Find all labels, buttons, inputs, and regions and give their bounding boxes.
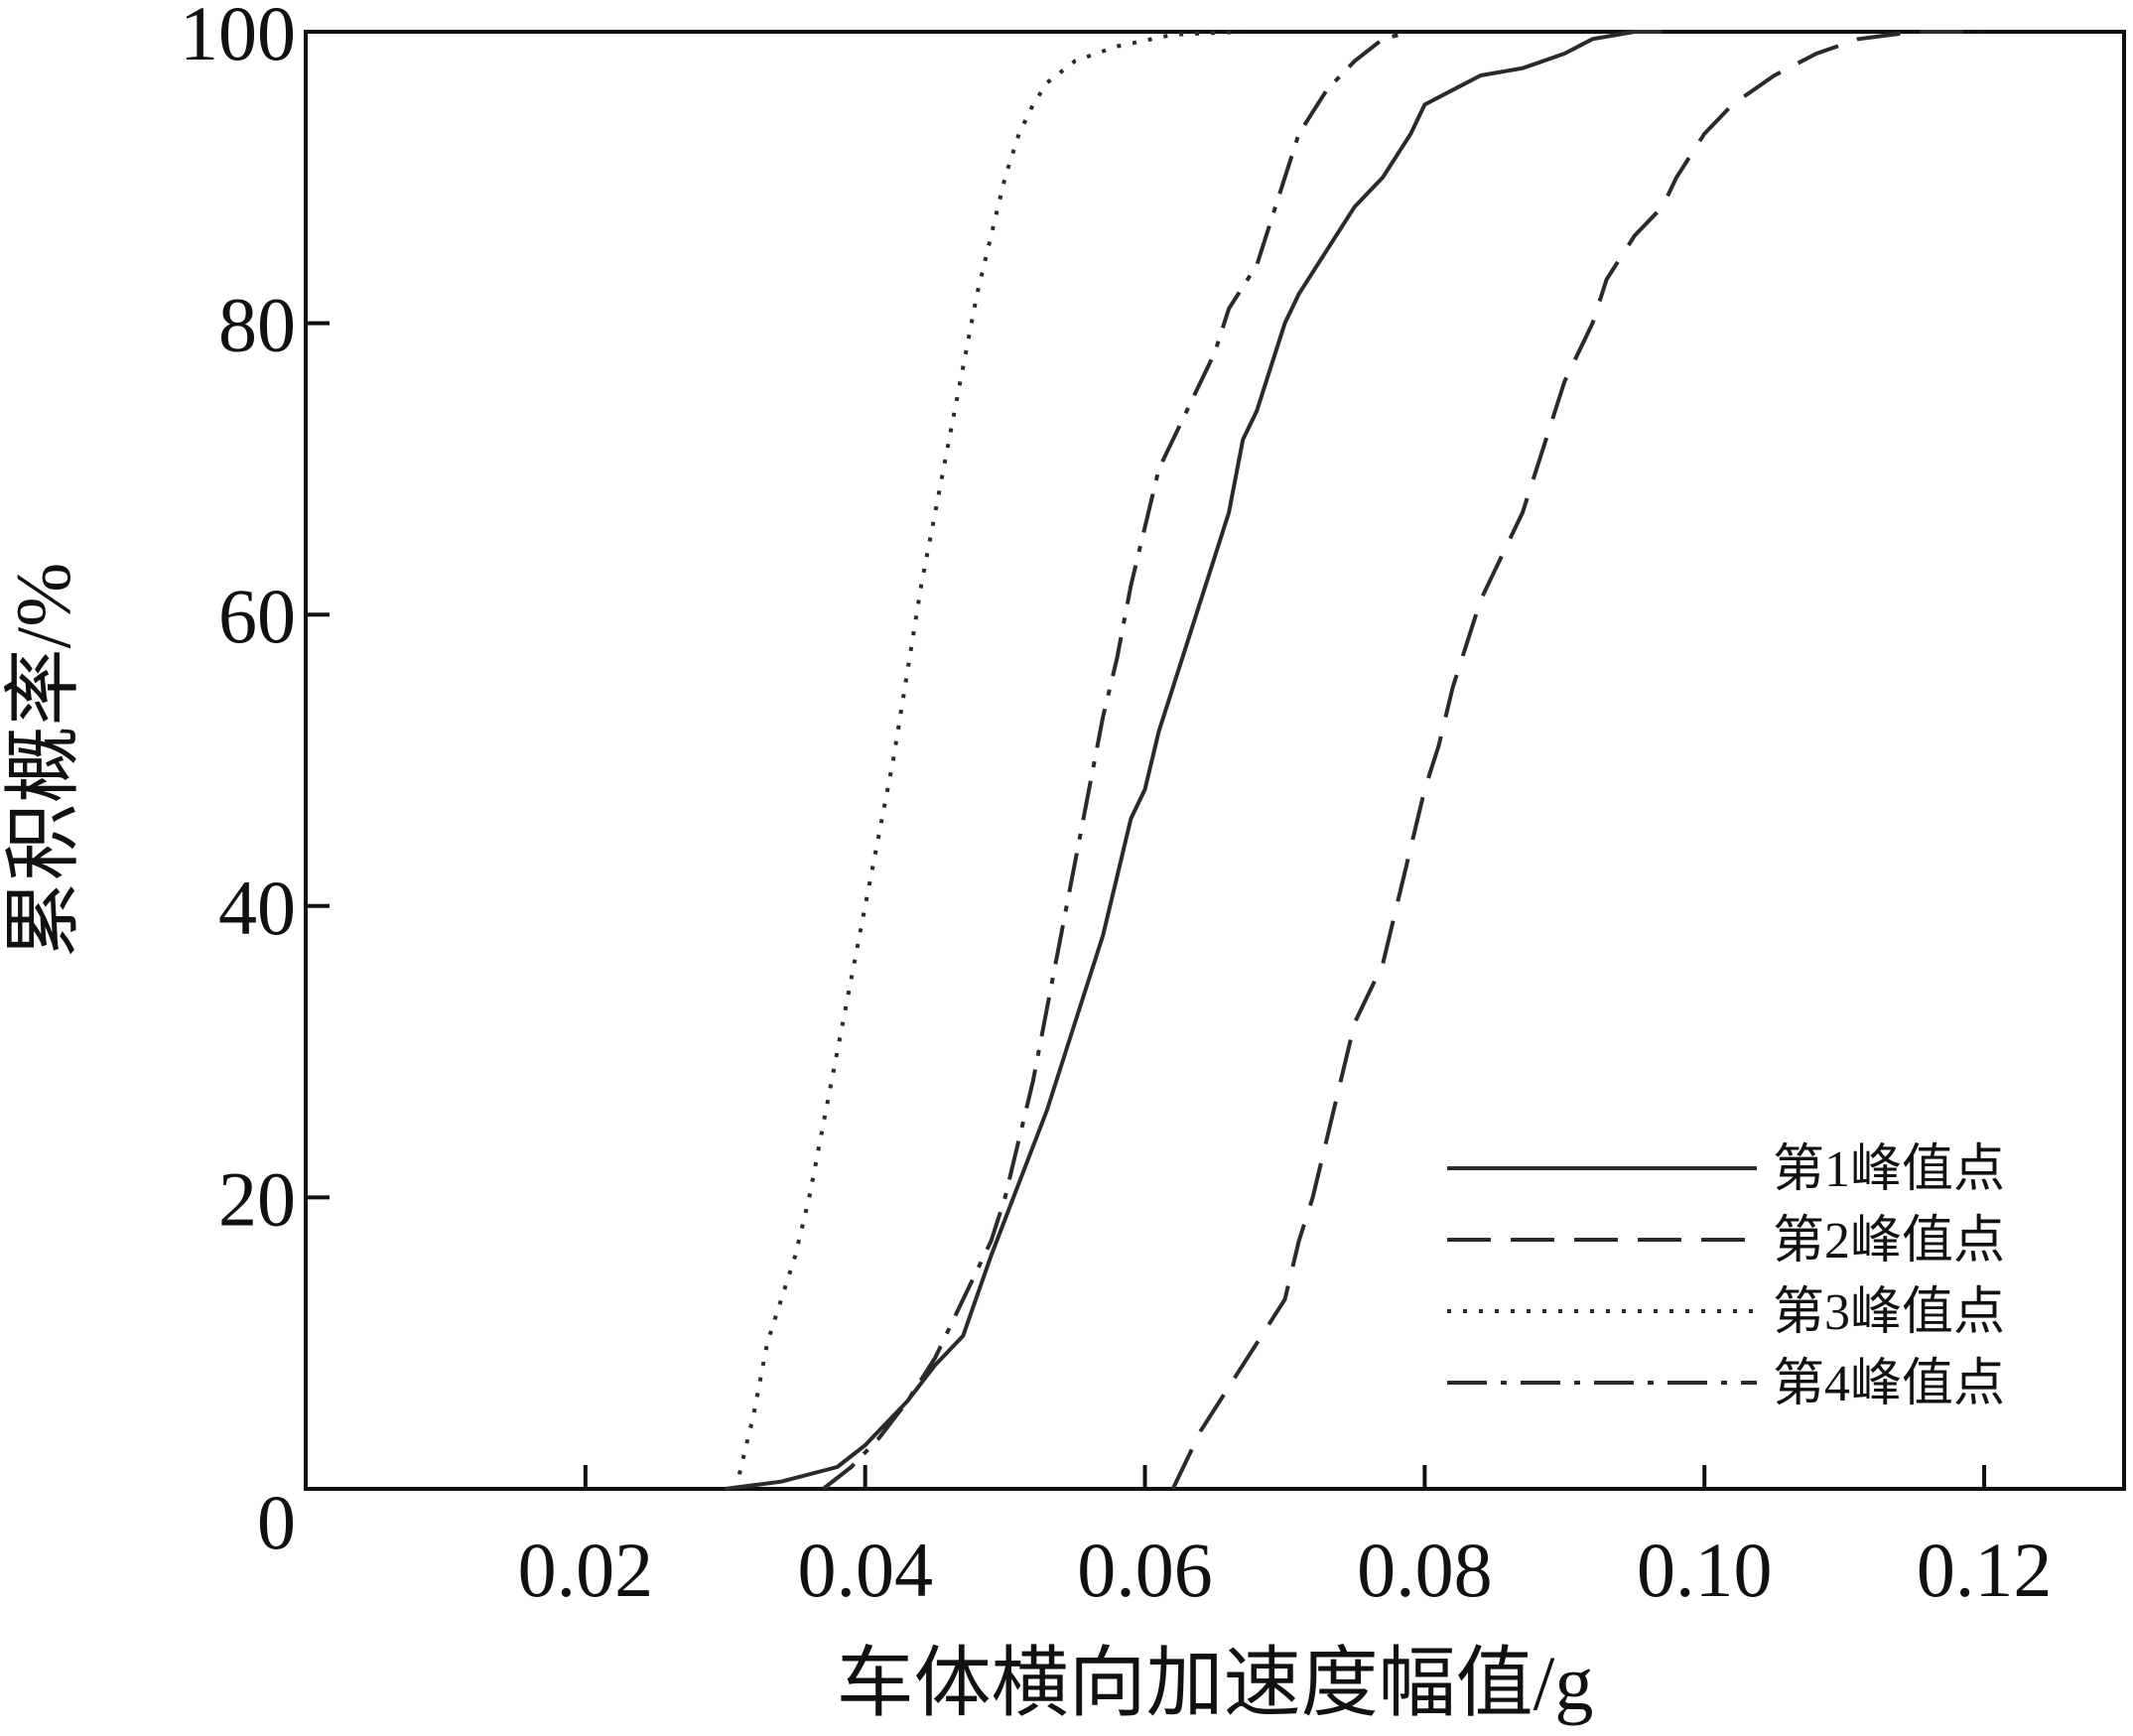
y-axis-title: 累积概率/%	[0, 563, 86, 959]
series-lines	[725, 30, 1985, 1491]
legend-label-1: 第1峰值点	[1773, 1141, 2005, 1198]
x-tick-label: 0.08	[1357, 1527, 1493, 1613]
x-tick-label: 0.12	[1917, 1527, 2053, 1613]
y-tick-label: 40	[218, 865, 296, 951]
plot-area-frame	[304, 30, 2126, 1491]
legend-label-4: 第4峰值点	[1773, 1356, 2005, 1412]
x-tick-label: 0.04	[797, 1527, 933, 1613]
y-tick-label: 100	[180, 0, 296, 76]
series-line-1	[725, 30, 1663, 1491]
x-tick-label: 0.10	[1637, 1527, 1773, 1613]
y-tick-label: 0	[257, 1479, 296, 1565]
series-line-4	[822, 30, 1411, 1491]
y-tick-label: 20	[218, 1155, 296, 1242]
x-tick-label: 0.06	[1077, 1527, 1213, 1613]
x-axis-ticks: 0.02 0.04 0.06 0.08 0.10 0.12	[518, 1465, 2053, 1613]
legend-label-2: 第2峰值点	[1773, 1213, 2005, 1269]
legend-label-3: 第3峰值点	[1773, 1284, 2005, 1341]
y-tick-label: 60	[218, 573, 296, 659]
x-tick-label: 0.02	[518, 1527, 654, 1613]
x-axis-title: 车体横向加速度幅值/g	[837, 1640, 1594, 1726]
series-line-2	[1170, 30, 1985, 1490]
y-tick-label: 80	[218, 282, 296, 368]
y-axis-ticks: 0 20 40 60 80 100	[180, 0, 330, 1565]
